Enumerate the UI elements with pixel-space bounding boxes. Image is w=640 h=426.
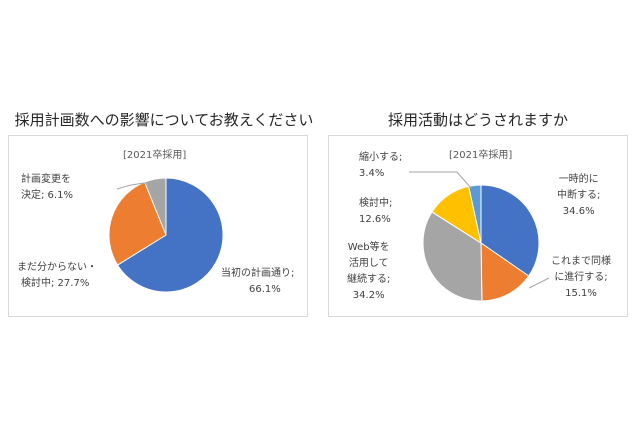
slice-label-left-0: 当初の計画通り; 66.1% — [221, 268, 295, 295]
slice-label-right-1: これまで同様 に進行する; 15.1% — [551, 256, 611, 299]
chart-panel-right: [2021卒採用] 一時的に 中断する; 34.6% これまで同様 に進行する;… — [328, 135, 628, 317]
slice-label-left-2: 計画変更を 決定; 6.1% — [21, 174, 73, 201]
slice-label-left-1: まだ分からない・ 検討中; 27.7% — [17, 262, 97, 289]
chart-title-right: 採用活動はどうされますか — [387, 111, 568, 129]
leader-line-left-2 — [116, 181, 152, 190]
leader-line-right-4 — [409, 171, 472, 189]
chart-subtitle-left: [2021卒採用] — [123, 150, 187, 161]
slice-label-right-4: 縮小する; 3.4% — [359, 152, 403, 179]
pie-right-slice-0 — [480, 184, 540, 277]
chart-panel-left: [2021卒採用] 当初の計画通り; 66.1% まだ分からない・ 検討中; 2… — [8, 135, 308, 317]
pie-left-slice-0 — [116, 177, 224, 293]
pie-right-slice-2 — [422, 211, 483, 302]
pie-chart-left — [108, 177, 224, 293]
slice-label-right-2: Web等を 活用して 継続する; 34.2% — [347, 242, 391, 301]
slice-label-right-0: 一時的に 中断する; 34.6% — [557, 174, 601, 217]
chart-subtitle-right: [2021卒採用] — [449, 150, 513, 161]
pie-left-slice-2 — [144, 177, 167, 236]
pie-chart-right — [409, 171, 550, 302]
pie-left-slice-1 — [108, 181, 167, 266]
chart-title-left: 採用計画数への影響についてお教えください — [14, 111, 314, 129]
leader-line-right-1 — [528, 277, 550, 289]
slice-label-right-3: 検討中; 12.6% — [359, 198, 393, 225]
pie-right-slice-1 — [480, 242, 530, 302]
pie-right-slice-4 — [468, 184, 482, 244]
